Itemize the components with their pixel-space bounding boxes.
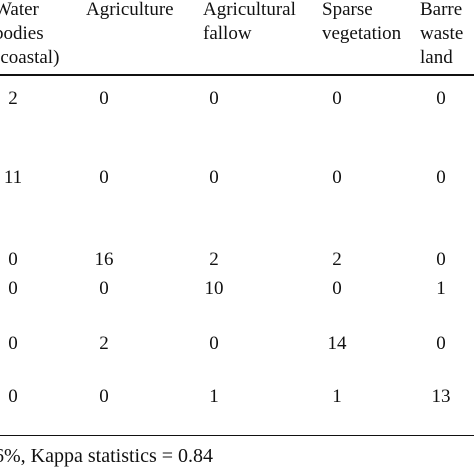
table-cell: 10 — [204, 278, 224, 299]
table-cell: 0 — [99, 167, 109, 188]
table-cell: 11 — [3, 167, 23, 188]
table-cell: 0 — [209, 333, 219, 354]
bottom-rule — [0, 435, 474, 436]
table-cell: 0 — [8, 249, 18, 270]
table-cell: 0 — [436, 88, 446, 109]
table-cell: 0 — [332, 278, 342, 299]
column-header-barren-waste-land: Barre waste land — [420, 0, 464, 68]
table-cell: 0 — [209, 88, 219, 109]
column-header-sparse-vegetation: Sparse vegetation — [322, 0, 402, 44]
table-cell: 2 — [332, 249, 342, 270]
table-cell: 2 — [8, 88, 18, 109]
table-cell: 0 — [332, 88, 342, 109]
table-cell: 14 — [327, 333, 347, 354]
table-cell: 16 — [94, 249, 114, 270]
table-cell: 0 — [8, 386, 18, 407]
table-cell: 13 — [431, 386, 451, 407]
table-cell: 0 — [8, 333, 18, 354]
table-cell: 2 — [99, 333, 109, 354]
column-header-agriculture: Agriculture — [86, 0, 174, 20]
table-cell: 0 — [209, 167, 219, 188]
table-cell: 1 — [209, 386, 219, 407]
table-cell: 2 — [209, 249, 219, 270]
table-cell: 0 — [99, 88, 109, 109]
table-cell: 1 — [436, 278, 446, 299]
table-cell: 0 — [436, 167, 446, 188]
column-header-agricultural-fallow: Agricultural fallow — [203, 0, 296, 44]
table-cell: 1 — [332, 386, 342, 407]
table-cell: 0 — [99, 278, 109, 299]
table-cell: 0 — [8, 278, 18, 299]
top-rule — [0, 74, 474, 76]
table-cell: 0 — [99, 386, 109, 407]
table-cell: 0 — [332, 167, 342, 188]
table-cell: 0 — [436, 249, 446, 270]
column-header-water-bodies-coastal: Water bodies (coastal) — [0, 0, 60, 68]
accuracy-footnote: 6%, Kappa statistics = 0.84 — [0, 445, 214, 467]
table-cell: 0 — [436, 333, 446, 354]
